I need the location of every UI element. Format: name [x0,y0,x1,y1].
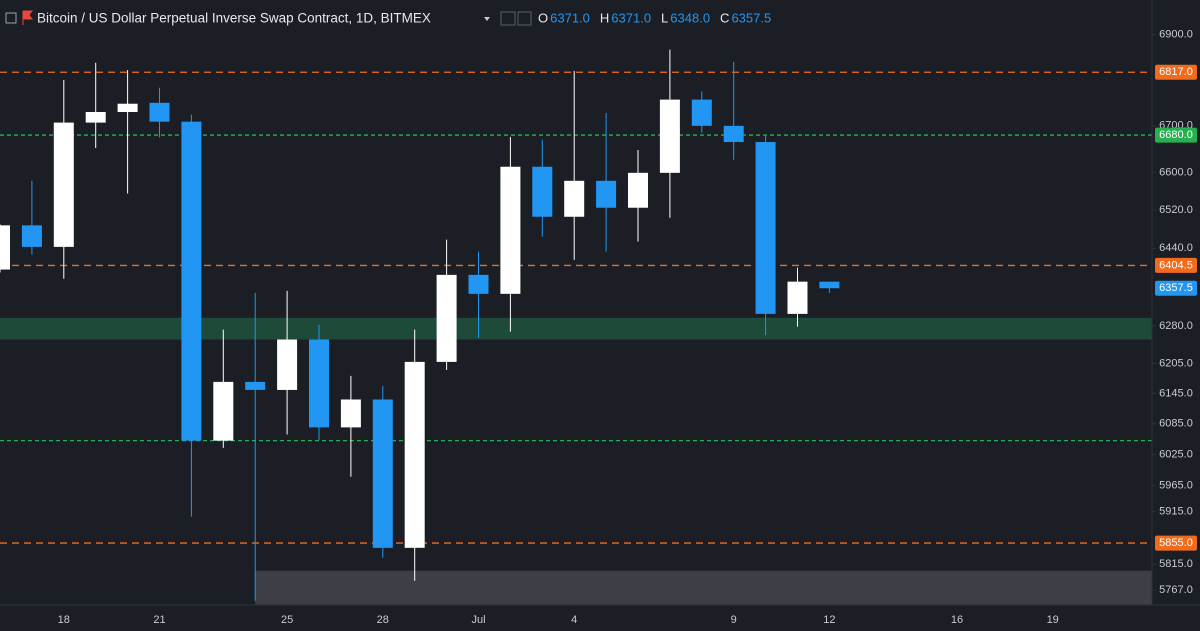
candle-body [691,99,712,126]
y-tick-label: 6520.0 [1159,204,1193,216]
chart-title: Bitcoin / US Dollar Perpetual Inverse Sw… [37,11,431,26]
price-label: 6404.5 [1159,259,1193,271]
candle-body [277,339,298,390]
price-label-bg [1155,64,1197,80]
price-label: 6817.0 [1159,66,1193,78]
y-tick-label: 6700.0 [1159,120,1193,132]
price-label-bg [1155,127,1197,143]
candle-body [436,274,457,362]
zone [0,317,1152,340]
x-tick-label: 28 [377,614,389,626]
candle-body [213,381,234,441]
price-label: 6680.0 [1159,129,1193,141]
y-tick-label: 6440.0 [1159,242,1193,254]
last-price-label: 6357.5 [1159,282,1193,294]
ohlc-key: L [661,10,668,25]
candle-body [53,122,74,247]
x-tick-label: 4 [571,614,577,626]
y-tick-label: 5767.0 [1159,584,1193,596]
candle-body [628,172,648,208]
candle-body [149,102,170,122]
settings-icon[interactable] [500,11,516,26]
last-price-bg [1155,280,1197,296]
ohlc-value: 6371.0 [611,10,651,25]
candle-body [372,399,393,548]
dropdown-icon[interactable] [484,17,490,21]
candle-body [181,121,202,441]
x-tick-label: 21 [153,614,165,626]
price-label: 5855.0 [1159,537,1193,549]
candle-body [532,166,553,217]
x-tick-label: 12 [823,614,835,626]
candle-body [117,103,138,112]
y-tick-label: 6205.0 [1159,357,1193,369]
y-tick-label: 6900.0 [1159,29,1193,41]
ohlc-value: 6348.0 [670,10,710,25]
ohlc-value: 6357.5 [731,10,771,25]
y-tick-label: 5965.0 [1159,479,1193,491]
hide-icon[interactable] [517,11,532,26]
ohlc-key: C [720,10,729,25]
x-tick-label: 25 [281,614,293,626]
y-tick-label: 6145.0 [1159,387,1193,399]
candle-body [85,111,106,123]
ohlc-key: O [538,10,548,25]
x-tick-label: Jul [471,614,485,626]
y-tick-label: 6280.0 [1159,320,1193,332]
candle-body [309,339,329,428]
price-label-bg [1155,257,1197,273]
x-tick-label: 16 [951,614,963,626]
zone [255,570,1152,605]
y-tick-label: 5915.0 [1159,505,1193,517]
candle-body [245,381,266,390]
candle-body [787,281,808,314]
flag-icon[interactable] [22,10,33,25]
expand-icon[interactable] [5,12,17,24]
candle-body [500,166,521,294]
y-tick-label: 5815.0 [1159,558,1193,570]
candle-body [755,142,776,314]
candle-body [404,361,425,548]
candle-body [564,180,585,217]
ohlc-key: H [600,10,609,25]
x-tick-label: 19 [1047,614,1059,626]
y-tick-label: 6085.0 [1159,418,1193,430]
plot-area [0,49,1152,605]
y-tick-label: 6600.0 [1159,166,1193,178]
price-label-bg [1155,535,1197,551]
x-tick-label: 18 [58,614,70,626]
x-tick-label: 9 [731,614,737,626]
candle-body [723,125,744,143]
ohlc-value: 6371.0 [550,10,590,25]
candle-body [0,225,10,270]
header: Bitcoin / US Dollar Perpetual Inverse Sw… [5,10,771,26]
candle-body [340,399,361,428]
candle-body [468,274,489,294]
y-tick-label: 6025.0 [1159,448,1193,460]
candle-body [596,180,617,208]
candle-body [21,225,42,247]
candle-body [659,99,680,173]
candle-body [819,281,840,289]
